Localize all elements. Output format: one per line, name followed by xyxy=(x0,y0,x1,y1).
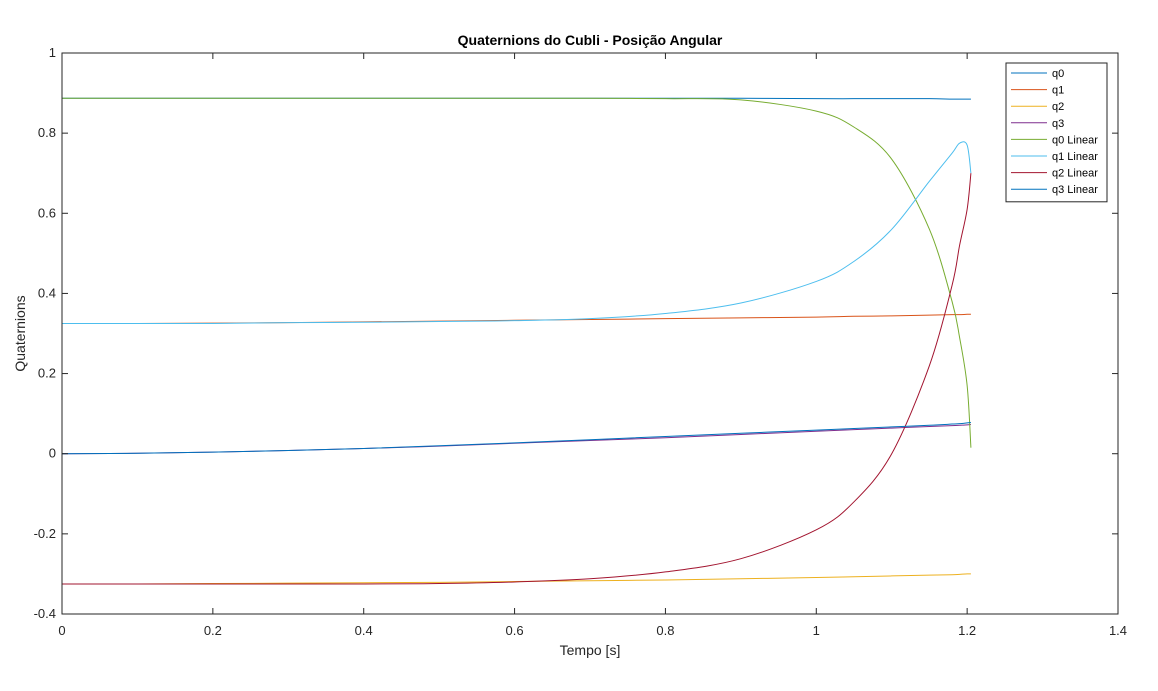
axis-ticks: 0 0.2 0.4 0.6 0.8 1 1.2 1.4 -0.4 -0.2 0 0.2 0.4 0.6 0.… xyxy=(34,45,1127,638)
x-tick-label: 0.4 xyxy=(355,623,373,638)
series-line-q1 xyxy=(61,313,971,325)
legend-entry: q3 Linear xyxy=(1052,184,1098,196)
legend-entry: q2 Linear xyxy=(1052,168,1098,180)
axes-box xyxy=(61,52,1119,615)
x-tick-label: 0.2 xyxy=(204,623,222,638)
x-tick-label: 0.8 xyxy=(656,623,674,638)
y-axis-label: Quaternions xyxy=(12,295,28,371)
y-tick-label: 0.6 xyxy=(38,205,56,220)
legend-entry: q1 Linear xyxy=(1052,151,1098,163)
series-line-q1-linear xyxy=(62,141,972,325)
legend-entry: q2 xyxy=(1052,101,1064,113)
x-tick-label: 0 xyxy=(58,623,65,638)
x-tick-label: 1 xyxy=(813,623,820,638)
y-tick-label: 0.2 xyxy=(38,366,56,381)
legend: q0 q1 q2 q3 q0 Linear q1 Linear q2 Linear q3 Li… xyxy=(1005,62,1108,203)
x-tick-label: 1.2 xyxy=(958,623,976,638)
legend-entry: q1 xyxy=(1052,85,1064,97)
y-tick-label: 0 xyxy=(49,446,56,461)
legend-entry: q0 Linear xyxy=(1052,134,1098,146)
x-tick-label: 1.4 xyxy=(1109,623,1127,638)
legend-box xyxy=(1005,62,1108,203)
legend-entry: q0 xyxy=(1052,68,1064,80)
series-line-q2 xyxy=(61,573,971,585)
x-tick-label: 0.6 xyxy=(506,623,524,638)
chart-title: Quaternions do Cubli - Posição Angular xyxy=(458,32,723,48)
x-axis-label: Tempo [s] xyxy=(560,642,621,658)
y-tick-label: 1 xyxy=(49,45,56,60)
y-tick-label: -0.2 xyxy=(34,526,56,541)
y-tick-label: -0.4 xyxy=(34,606,56,621)
series-line-q2-linear xyxy=(62,173,972,585)
legend-entry: q3 xyxy=(1052,118,1064,130)
series-lines xyxy=(61,97,972,585)
y-tick-label: 0.8 xyxy=(38,125,56,140)
series-line-q3-linear xyxy=(61,421,971,455)
series-line-q0-linear xyxy=(62,97,972,448)
y-tick-label: 0.4 xyxy=(38,285,56,300)
